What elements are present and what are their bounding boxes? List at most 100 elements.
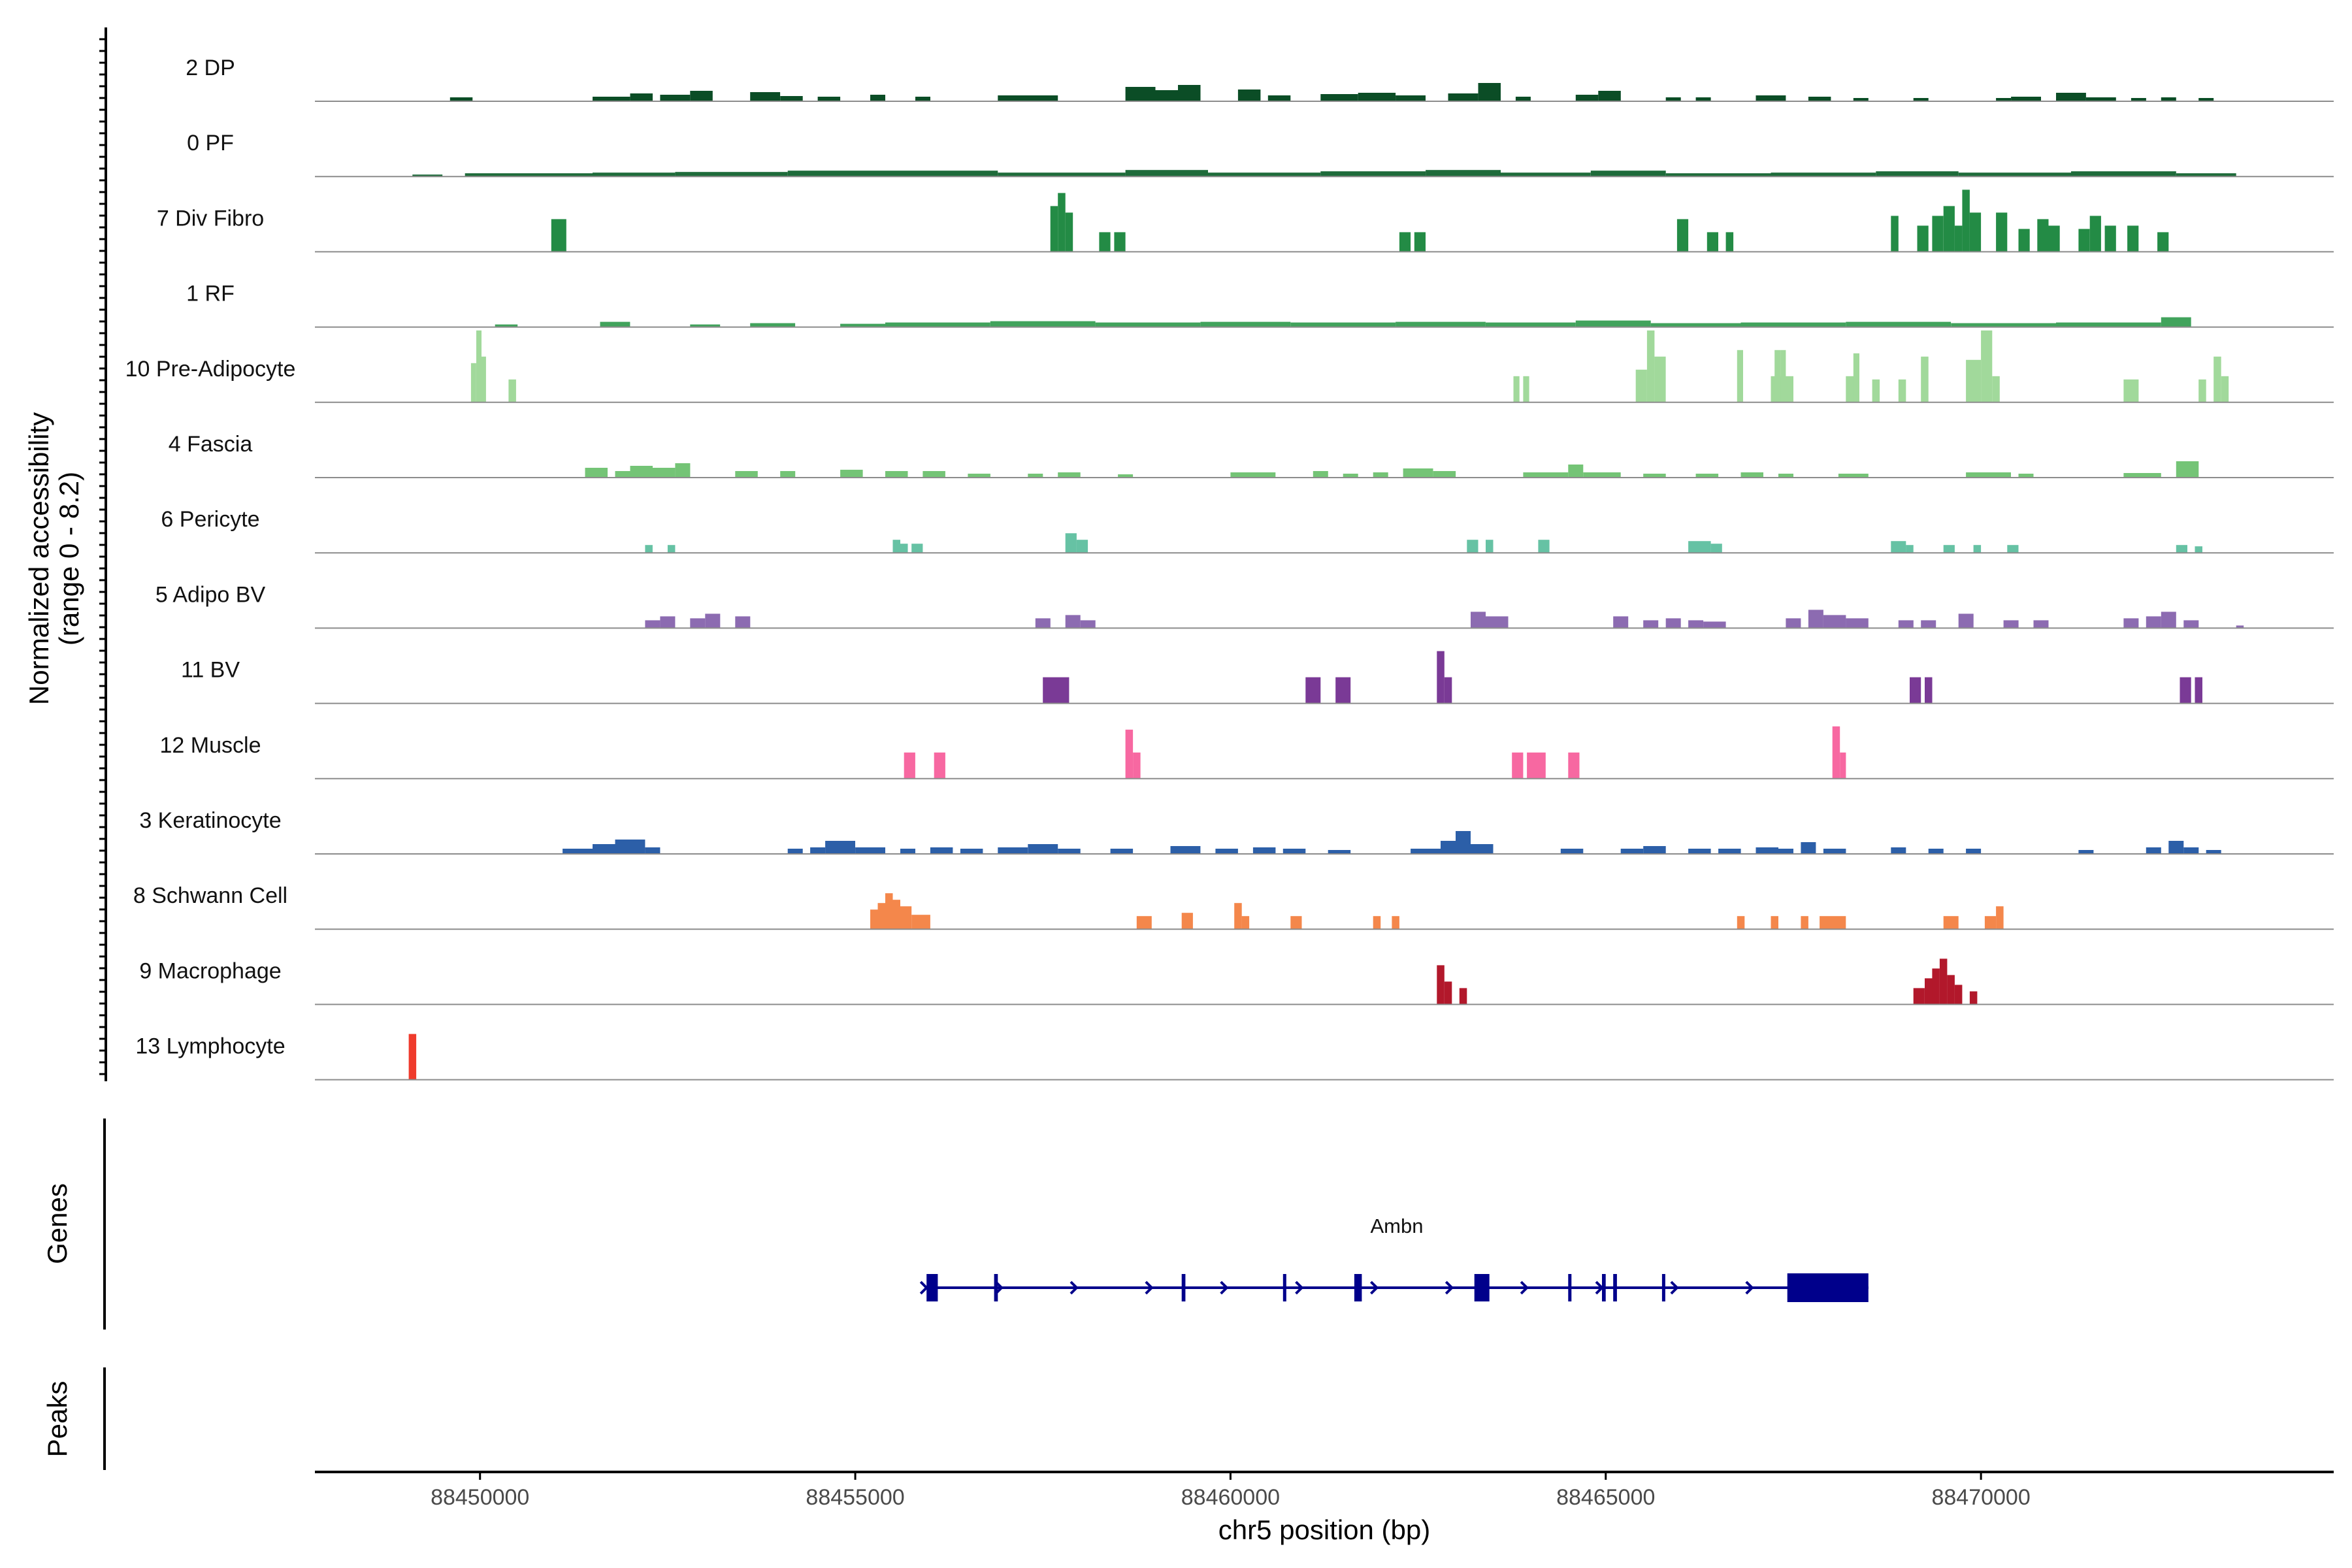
signal-3-keratinocyte-13 [1058, 849, 1081, 854]
signal-1-rf-17 [2056, 322, 2161, 327]
x-tick-label-1: 88455000 [806, 1485, 904, 1510]
signal-1-rf-2 [690, 324, 721, 327]
signal-4-fascia-6 [780, 471, 796, 478]
signal-7-div-fibro-17 [1969, 212, 1982, 252]
signal-10-pre-adipocyte-22 [2198, 379, 2206, 402]
signal-7-div-fibro-7 [1414, 232, 1426, 252]
signal-12-muscle-8 [1840, 752, 1846, 779]
signal-12-muscle-0 [904, 752, 915, 779]
signal-0-pf-5 [998, 172, 1126, 177]
gene-strand-arrow-3 [1145, 1281, 1154, 1295]
x-axis-title: chr5 position (bp) [1218, 1514, 1431, 1545]
signal-1-rf-8 [1200, 321, 1291, 327]
signal-9-macrophage-3 [1913, 988, 1925, 1005]
signal-2-dp-24 [1665, 97, 1681, 101]
track-2-dp: 2 DP [186, 56, 2334, 102]
signal-2-dp-1 [593, 97, 630, 101]
gene-strand-arrow-7 [1445, 1281, 1454, 1295]
signal-10-pre-adipocyte-2 [482, 356, 486, 402]
signal-8-schwann-cell-8 [1234, 903, 1242, 930]
signal-4-fascia-10 [968, 474, 990, 478]
signal-1-rf-4 [840, 323, 885, 327]
signal-2-dp-22 [1575, 95, 1599, 101]
signal-0-pf-11 [1590, 171, 1666, 177]
signal-5-adipo-bv-12 [1665, 618, 1681, 629]
y-axis-minor-ticks [99, 38, 106, 1075]
signal-7-div-fibro-6 [1399, 232, 1411, 252]
signal-2-dp-12 [1155, 90, 1178, 101]
signal-4-fascia-24 [1695, 474, 1719, 478]
signal-9-macrophage-1 [1444, 981, 1452, 1005]
signal-2-dp-2 [630, 93, 653, 101]
signal-3-keratinocyte-31 [1801, 842, 1816, 854]
track-7-div-fibro: 7 Div Fibro [157, 189, 2334, 253]
gene-exon-5 [1474, 1274, 1490, 1301]
signal-5-adipo-bv-22 [2003, 620, 2019, 629]
track-3-keratinocyte: 3 Keratinocyte [139, 808, 2334, 855]
signal-8-schwann-cell-13 [1737, 916, 1745, 930]
signal-10-pre-adipocyte-24 [2221, 376, 2229, 402]
signal-7-div-fibro-12 [1917, 225, 1929, 252]
x-axis-ticks: 88450000 88455000 88460000 88465000 88470000 [431, 1472, 2031, 1510]
signal-2-dp-30 [1996, 98, 2012, 101]
signal-5-adipo-bv-3 [705, 613, 721, 629]
signal-3-keratinocyte-32 [1823, 849, 1846, 854]
signal-2-dp-18 [1396, 95, 1426, 101]
track-11-bv: 11 BV [181, 651, 2334, 704]
signal-12-muscle-1 [934, 752, 945, 779]
signal-5-adipo-bv-19 [1898, 620, 1914, 629]
signal-7-div-fibro-21 [2048, 225, 2060, 252]
signal-6-pericyte-14 [1943, 545, 1955, 553]
signal-0-pf-4 [787, 171, 998, 177]
signal-10-pre-adipocyte-4 [1513, 376, 1520, 402]
signal-8-schwann-cell-1 [877, 903, 885, 930]
signal-10-pre-adipocyte-0 [470, 363, 476, 402]
signal-2-dp-7 [817, 97, 841, 101]
signal-4-fascia-5 [735, 471, 758, 478]
signal-3-keratinocyte-34 [1928, 849, 1944, 854]
signal-5-adipo-bv-8 [1471, 612, 1486, 629]
signal-0-pf-1 [465, 173, 593, 177]
signal-3-keratinocyte-21 [1441, 841, 1456, 854]
signal-1-rf-13 [1650, 323, 1741, 327]
signal-2-dp-35 [2161, 97, 2176, 101]
track-label-10-pre-adipocyte: 10 Pre-Adipocyte [125, 357, 296, 382]
signal-2-dp-0 [449, 97, 473, 101]
signal-4-fascia-22 [1583, 472, 1621, 478]
signal-0-pf-2 [593, 172, 676, 177]
signal-4-fascia-18 [1403, 468, 1433, 478]
signal-8-schwann-cell-19 [1996, 906, 2004, 930]
signal-7-div-fibro-9 [1707, 232, 1718, 252]
signal-2-dp-19 [1448, 93, 1478, 101]
signal-6-pericyte-18 [2195, 546, 2202, 553]
signal-9-macrophage-2 [1459, 988, 1467, 1005]
gene-exon-1 [994, 1274, 998, 1301]
signal-10-pre-adipocyte-6 [1635, 369, 1647, 402]
signal-2-dp-5 [750, 92, 781, 101]
signal-0-pf-3 [675, 172, 788, 177]
signal-3-keratinocyte-15 [1170, 846, 1201, 854]
signal-7-div-fibro-22 [2078, 229, 2090, 252]
signal-10-pre-adipocyte-15 [1872, 379, 1880, 402]
signal-4-fascia-8 [885, 471, 908, 478]
signal-10-pre-adipocyte-7 [1646, 330, 1655, 402]
signal-4-fascia-2 [630, 466, 653, 478]
signal-5-adipo-bv-1 [660, 616, 676, 629]
signal-4-fascia-21 [1568, 465, 1584, 478]
signal-4-fascia-11 [1028, 474, 1043, 478]
signal-0-pf-6 [1125, 170, 1208, 177]
signal-1-rf-16 [1951, 323, 2056, 327]
signal-5-adipo-bv-13 [1688, 620, 1704, 629]
gene-model-ambn[interactable] [919, 1273, 1869, 1302]
signal-4-fascia-27 [1838, 474, 1869, 478]
gene-label-ambn: Ambn [1371, 1215, 1424, 1237]
signal-10-pre-adipocyte-23 [2213, 356, 2221, 402]
signal-5-adipo-bv-7 [1080, 620, 1096, 629]
signal-6-pericyte-13 [1906, 545, 1914, 553]
signal-7-div-fibro-11 [1891, 216, 1899, 252]
signal-10-pre-adipocyte-21 [2123, 379, 2139, 402]
track-12-muscle: 12 Muscle [160, 726, 2334, 779]
signal-0-pf-0 [412, 174, 443, 177]
signal-3-keratinocyte-23 [1471, 844, 1494, 854]
